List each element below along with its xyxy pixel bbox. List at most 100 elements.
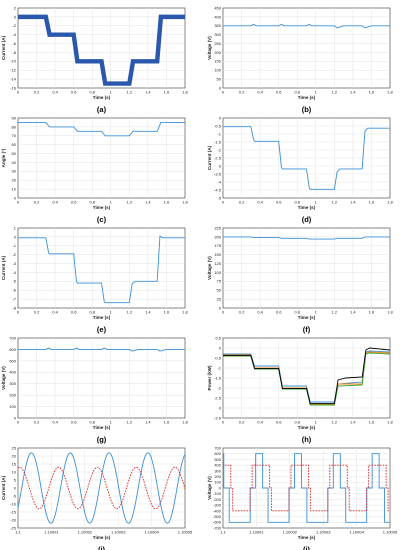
y-axis-label: Voltage (V)	[1, 366, 6, 390]
x-tick-label: 0.4	[257, 90, 263, 95]
y-tick-label: 2	[14, 5, 17, 10]
y-tick-label: -400	[213, 508, 222, 513]
y-tick-label: -1.5	[214, 139, 222, 144]
y-tick-label: -2.5	[214, 155, 222, 160]
x-tick-label: 0.8	[294, 200, 300, 205]
plot-frame	[17, 117, 186, 199]
panel-f: 0 0.2 0.4 0.6 0.8 1 1.2 1.4 1.6 1.8 225 200 175 150 12…	[207, 225, 394, 334]
y-tick-label: 60	[12, 142, 17, 147]
panel-d: 0 0.2 0.4 0.6 0.8 1 1.2 1.4 1.6 1.8 0 -0.5 -1 -1.5 -2 -…	[207, 115, 394, 224]
plot-area	[18, 347, 185, 352]
y-tick-label: -200	[213, 497, 222, 502]
panel-c: 0 0.2 0.4 0.6 0.8 1 1.2 1.4 1.6 1.8 90 80 70 60 50 40 30…	[1, 115, 189, 224]
y-axis-label: Angle (°)	[1, 148, 6, 167]
x-tick-label: 0.2	[34, 310, 40, 315]
x-tick-label: 1.10001	[249, 530, 264, 535]
x-tick-label: 1.6	[164, 200, 170, 205]
y-tick-label: -1	[217, 365, 221, 370]
y-tick-label: 400	[214, 463, 221, 468]
x-tick-label: 0	[17, 420, 20, 425]
x-tick-label: 0.8	[89, 310, 95, 315]
x-tick-label: 0.6	[276, 90, 282, 95]
x-tick-label: 0	[17, 310, 20, 315]
x-tick-label: 0	[222, 90, 225, 95]
x-tick-label: 1.8	[182, 420, 188, 425]
series-line-1	[223, 23, 390, 29]
x-tick-label: 1.10003	[111, 530, 126, 535]
x-tick-label: 1.8	[387, 90, 393, 95]
x-tick-label: 0.2	[239, 200, 245, 205]
x-tick-label: 1.4	[350, 90, 356, 95]
x-tick-label: 0.8	[89, 420, 95, 425]
y-tick-label: -4	[12, 32, 16, 37]
y-tick-label: 0	[14, 234, 17, 239]
x-tick-label: 1.8	[182, 200, 188, 205]
y-tick-label: 25	[217, 297, 222, 302]
x-tick-label: 1.8	[182, 310, 188, 315]
y-tick-label: -20	[10, 517, 17, 522]
y-tick-label: 100	[214, 270, 221, 275]
series-line-1	[18, 347, 185, 352]
plot-area	[18, 452, 185, 524]
x-tick-label: 1.8	[387, 310, 393, 315]
series-line-4	[223, 347, 390, 405]
plot-frame	[222, 7, 391, 89]
y-tick-label: 600	[9, 347, 16, 352]
x-tick-label: 1.4	[145, 420, 151, 425]
x-tick-label: 1.10001	[44, 530, 59, 535]
plot-frame	[17, 337, 186, 419]
x-tick-label: 1.10003	[316, 530, 331, 535]
x-axis-label: Time (s)	[93, 95, 111, 100]
x-tick-label: 1.10005	[383, 530, 398, 535]
x-tick-label: 1.2	[127, 200, 133, 205]
x-tick-label: 1	[315, 420, 318, 425]
x-tick-label: 1.8	[387, 200, 393, 205]
series-line-1	[223, 126, 390, 190]
x-axis-label: Time (s)	[298, 205, 316, 210]
x-tick-label: 0.4	[52, 90, 58, 95]
x-tick-label: 0.6	[71, 200, 77, 205]
x-tick-label: 0.4	[52, 310, 58, 315]
y-tick-label: -2	[12, 23, 16, 28]
x-axis-label: Time (s)	[298, 95, 316, 100]
y-tick-label: 80	[12, 124, 17, 129]
y-tick-label: 300	[9, 381, 16, 386]
x-tick-label: 1.4	[350, 200, 356, 205]
x-tick-label: 1.1	[15, 530, 21, 535]
y-tick-label: -5	[217, 195, 221, 200]
y-tick-label: -8	[12, 50, 16, 55]
x-tick-label: 1.2	[127, 90, 133, 95]
y-tick-label: -300	[213, 503, 222, 508]
y-tick-label: 450	[214, 5, 221, 10]
series-line-1	[18, 235, 185, 304]
panel-caption: (d)	[302, 215, 312, 224]
y-axis-label: Voltage (V)	[207, 476, 212, 500]
x-tick-label: 0.2	[239, 310, 245, 315]
y-tick-label: 300	[214, 32, 221, 37]
y-tick-label: 250	[214, 41, 221, 46]
y-tick-label: 25	[12, 445, 17, 450]
y-tick-label: 400	[214, 14, 221, 19]
x-tick-label: 1.4	[145, 310, 151, 315]
x-tick-label: 1.10004	[144, 530, 159, 535]
y-tick-label: -600	[213, 520, 222, 525]
x-tick-label: 1.2	[127, 310, 133, 315]
x-tick-label: 0.2	[239, 420, 245, 425]
plot-area	[223, 23, 390, 29]
y-tick-label: 5	[14, 477, 17, 482]
plot-area	[223, 236, 390, 240]
y-tick-label: 175	[214, 243, 221, 248]
x-tick-label: 1	[110, 420, 113, 425]
y-tick-label: -2.5	[214, 395, 222, 400]
x-tick-label: 0.6	[71, 420, 77, 425]
plot-area	[223, 453, 390, 523]
x-axis-label: Time (s)	[93, 425, 111, 430]
x-tick-label: 0.4	[52, 200, 58, 205]
y-tick-label: -700	[213, 525, 222, 530]
plot-area	[18, 235, 185, 304]
x-tick-label: 1.4	[145, 200, 151, 205]
y-tick-label: 0	[14, 485, 17, 490]
x-tick-label: 1.4	[145, 90, 151, 95]
waveform-2	[223, 464, 390, 512]
